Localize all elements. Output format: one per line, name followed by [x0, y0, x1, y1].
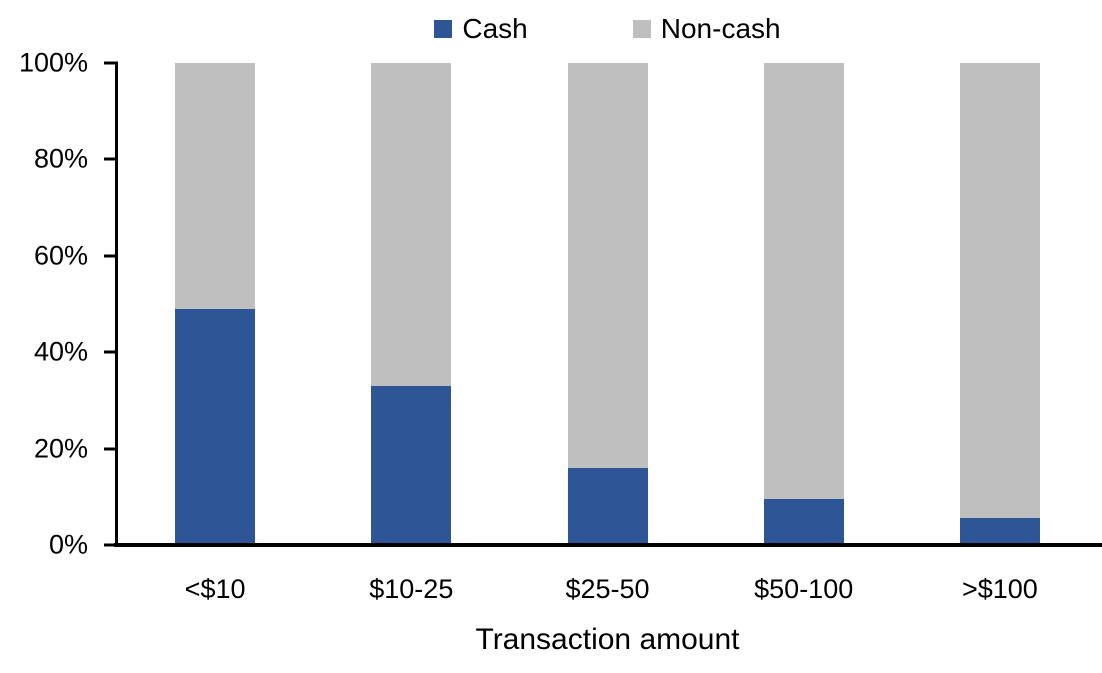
y-tick-label-40: 40% — [33, 336, 88, 367]
chart-legend: Cash Non-cash — [117, 6, 1098, 52]
segment-non-cash-$10-25 — [371, 63, 452, 386]
segment-cash->$100 — [959, 518, 1040, 545]
y-tick-label-0: 0% — [48, 529, 88, 560]
segment-non-cash-$50-100 — [763, 63, 844, 500]
segment-cash-$25-50 — [567, 467, 648, 545]
bar-<$10 — [175, 63, 256, 545]
x-tick-label-$10-25: $10-25 — [369, 574, 454, 604]
plot-area — [117, 63, 1098, 545]
y-tick-label-60: 60% — [33, 240, 88, 271]
y-tick-100 — [104, 61, 118, 65]
legend-item-non-cash: Non-cash — [632, 13, 781, 45]
y-tick-40 — [104, 350, 118, 354]
x-tick-label->$100: >$100 — [961, 574, 1038, 604]
x-tick-label-$25-50: $25-50 — [565, 574, 650, 604]
y-tick-label-20: 20% — [33, 433, 88, 464]
x-axis-title: Transaction amount — [475, 623, 740, 656]
legend-label-cash: Cash — [462, 13, 528, 44]
non-cash-legend-swatch-icon — [632, 20, 651, 38]
y-tick-0 — [104, 543, 118, 547]
segment-cash-<$10 — [175, 308, 256, 545]
segment-cash-$50-100 — [763, 499, 844, 545]
cash-legend-swatch-icon — [434, 20, 453, 38]
bar-$25-50 — [567, 63, 648, 545]
bar->$100 — [959, 63, 1040, 545]
y-tick-20 — [104, 447, 118, 451]
bar-$50-100 — [763, 63, 844, 545]
y-tick-60 — [104, 254, 118, 258]
y-axis-line — [115, 63, 118, 547]
segment-cash-$10-25 — [371, 385, 452, 545]
legend-item-cash: Cash — [434, 13, 528, 45]
legend-label-non-cash: Non-cash — [660, 13, 781, 44]
segment-non-cash-$25-50 — [567, 63, 648, 468]
bar-$10-25 — [371, 63, 452, 545]
x-axis-line — [114, 543, 1102, 547]
x-tick-label-<$10: <$10 — [184, 574, 246, 604]
y-tick-label-80: 80% — [33, 143, 88, 174]
segment-non-cash->$100 — [959, 63, 1040, 519]
segment-non-cash-<$10 — [175, 63, 256, 309]
y-tick-label-100: 100% — [18, 47, 88, 78]
x-tick-label-$50-100: $50-100 — [754, 574, 854, 604]
y-tick-80 — [104, 157, 118, 161]
